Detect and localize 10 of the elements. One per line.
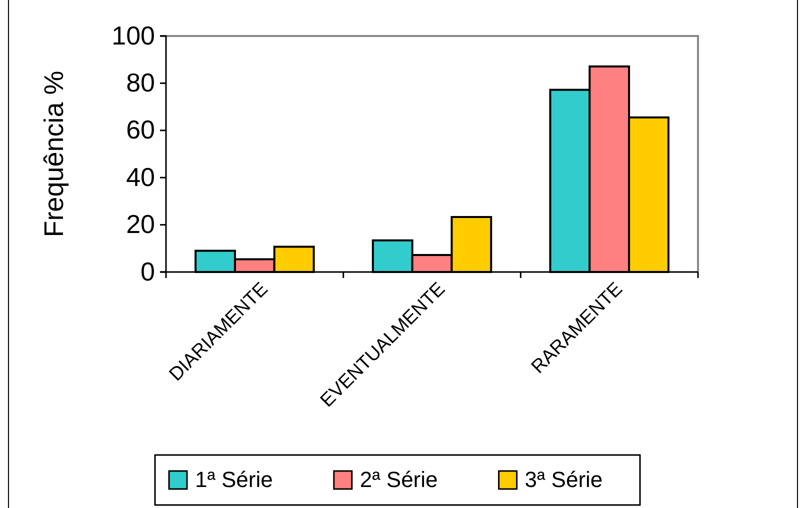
- y-tick-label: 60: [126, 114, 155, 145]
- y-tick-label: 40: [126, 162, 155, 192]
- legend-label: 2ª Série: [360, 467, 438, 492]
- y-axis-title: Frequência %: [39, 70, 69, 238]
- y-tick-label: 80: [126, 68, 155, 98]
- legend-label: 3ª Série: [524, 467, 603, 492]
- legend-label: 1ª Série: [195, 467, 273, 492]
- y-tick-label: 20: [126, 209, 155, 240]
- y-tick-label: 0: [140, 256, 155, 286]
- y-tick-label: 100: [112, 20, 155, 50]
